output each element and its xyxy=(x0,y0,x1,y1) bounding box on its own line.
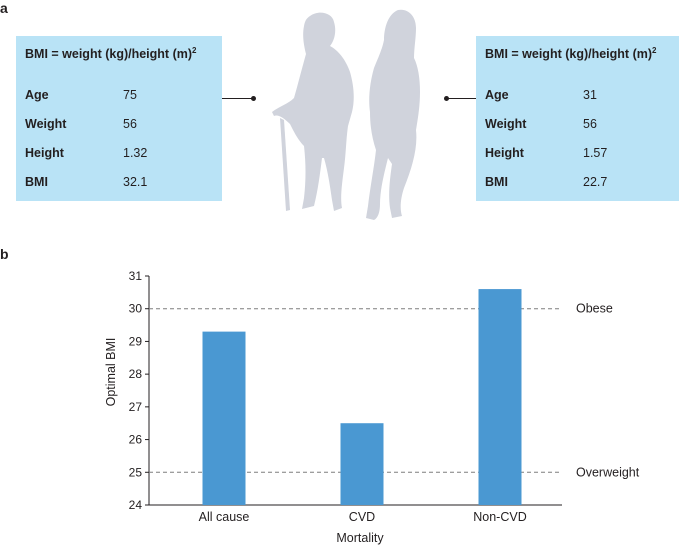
row-value: 56 xyxy=(123,117,137,132)
row-value: 32.1 xyxy=(123,175,148,190)
optimal-bmi-bar-chart: Optimal BMI 24 25 26 27 28 29 30 31 Obese Overwe… xyxy=(104,269,640,545)
left-connector-dot xyxy=(251,96,256,101)
bmi-formula: BMI = weight (kg)/height (m)2 xyxy=(485,46,679,61)
row-key: BMI xyxy=(25,175,48,190)
row-value: 22.7 xyxy=(583,175,608,190)
row-value: 1.32 xyxy=(123,146,148,161)
row-value: 1.57 xyxy=(583,146,608,161)
row-key: Weight xyxy=(485,117,527,132)
row-key: Weight xyxy=(25,117,67,132)
bar xyxy=(202,331,246,505)
y-tick-label: 24 xyxy=(129,498,143,512)
row-key: Height xyxy=(25,146,64,161)
right-connector-dot xyxy=(444,96,449,101)
y-tick-label: 25 xyxy=(129,465,143,479)
young-woman-silhouette xyxy=(366,9,420,221)
row-value: 75 xyxy=(123,88,137,103)
row-key: BMI xyxy=(485,175,508,190)
row-height: Height 1.32 xyxy=(25,146,222,175)
row-bmi: BMI 22.7 xyxy=(485,175,679,204)
x-tick-label: All cause xyxy=(199,510,250,524)
panel-label-a: a xyxy=(0,0,8,16)
y-tick-label: 27 xyxy=(129,400,143,414)
formula-text: BMI = weight (kg)/height (m) xyxy=(485,47,653,62)
bar xyxy=(340,423,384,505)
right-bmi-card: BMI = weight (kg)/height (m)2 Age 31 Weig… xyxy=(476,36,679,201)
y-tick-label: 31 xyxy=(129,269,143,283)
y-tick-label: 26 xyxy=(129,433,143,447)
row-age: Age 75 xyxy=(25,88,222,117)
y-tick-label: 28 xyxy=(129,367,143,381)
x-tick-label: CVD xyxy=(349,510,375,524)
row-weight: Weight 56 xyxy=(25,117,222,146)
x-axis-ticks: All cause CVD Non-CVD xyxy=(199,510,527,524)
right-connector-line xyxy=(447,98,476,99)
left-connector-line xyxy=(222,98,253,99)
people-silhouettes xyxy=(272,9,420,221)
formula-exponent: 2 xyxy=(192,46,197,55)
panel-label-b: b xyxy=(0,246,9,262)
x-tick-label: Non-CVD xyxy=(473,510,527,524)
y-axis-label: Optimal BMI xyxy=(104,338,118,407)
bmi-formula: BMI = weight (kg)/height (m)2 xyxy=(25,46,222,61)
reference-line-label: Overweight xyxy=(576,465,640,479)
row-value: 56 xyxy=(583,117,597,132)
row-key: Height xyxy=(485,146,524,161)
formula-exponent: 2 xyxy=(652,46,657,55)
formula-text: BMI = weight (kg)/height (m) xyxy=(25,47,193,62)
x-axis-label: Mortality xyxy=(336,531,384,545)
row-height: Height 1.57 xyxy=(485,146,679,175)
left-bmi-card: BMI = weight (kg)/height (m)2 Age 75 Weig… xyxy=(16,36,222,201)
row-value: 31 xyxy=(583,88,597,103)
bars xyxy=(202,289,522,505)
row-key: Age xyxy=(485,88,509,103)
y-tick-label: 30 xyxy=(129,302,143,316)
bar xyxy=(478,289,522,505)
row-weight: Weight 56 xyxy=(485,117,679,146)
y-axis-ticks: 24 25 26 27 28 29 30 31 xyxy=(129,269,149,512)
reference-line-label: Obese xyxy=(576,302,613,316)
row-key: Age xyxy=(25,88,49,103)
row-bmi: BMI 32.1 xyxy=(25,175,222,204)
elderly-woman-silhouette xyxy=(272,12,354,211)
row-age: Age 31 xyxy=(485,88,679,117)
y-tick-label: 29 xyxy=(129,334,143,348)
